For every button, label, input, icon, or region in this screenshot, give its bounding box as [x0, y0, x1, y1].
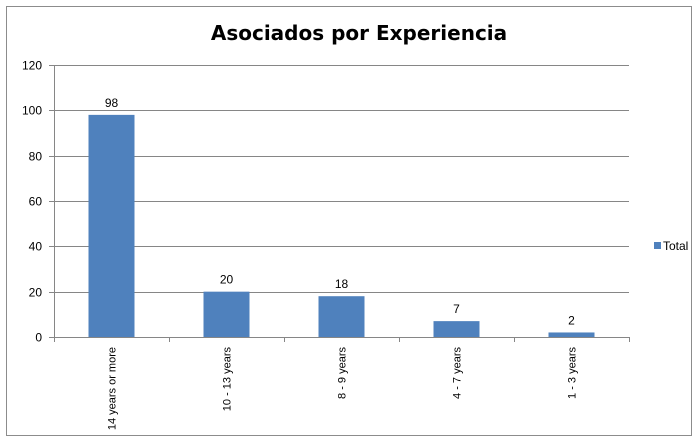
gridlines: [54, 65, 629, 293]
chart-title: Asociados por Experiencia: [211, 21, 507, 45]
data-label: 2: [568, 313, 575, 327]
y-tick-label: 120: [22, 59, 42, 73]
data-label: 20: [220, 273, 234, 287]
bar-1: [88, 114, 135, 337]
x-category-label: 14 years or more: [107, 347, 119, 430]
data-label: 18: [335, 277, 349, 291]
bar-3: [318, 296, 365, 337]
data-labels: 98 20 18 7 2: [105, 96, 575, 328]
x-axis: 14 years or more 10 - 13 years 8 - 9 years…: [54, 337, 630, 430]
bar-5: [548, 332, 595, 337]
bars: [88, 114, 595, 337]
legend-label-total: Total: [663, 239, 688, 253]
y-tick-label: 0: [35, 331, 42, 345]
x-category-label: 10 - 13 years: [222, 347, 234, 412]
x-category-label: 4 - 7 years: [452, 347, 464, 399]
y-tick-label: 60: [29, 195, 43, 209]
y-tick-label: 40: [29, 240, 43, 254]
bar-2: [203, 291, 250, 337]
bar-4: [433, 321, 480, 337]
y-tick-label: 20: [29, 286, 43, 300]
y-axis: 0 20 40 60 80 100 120: [22, 59, 55, 345]
legend: Total: [654, 239, 688, 253]
data-label: 7: [453, 302, 460, 316]
legend-swatch-total: [654, 242, 661, 249]
y-tick-label: 80: [29, 150, 43, 164]
data-label: 98: [105, 96, 119, 110]
x-category-label: 1 - 3 years: [567, 347, 579, 399]
y-tick-label: 100: [22, 104, 42, 118]
x-category-label: 8 - 9 years: [337, 347, 349, 399]
